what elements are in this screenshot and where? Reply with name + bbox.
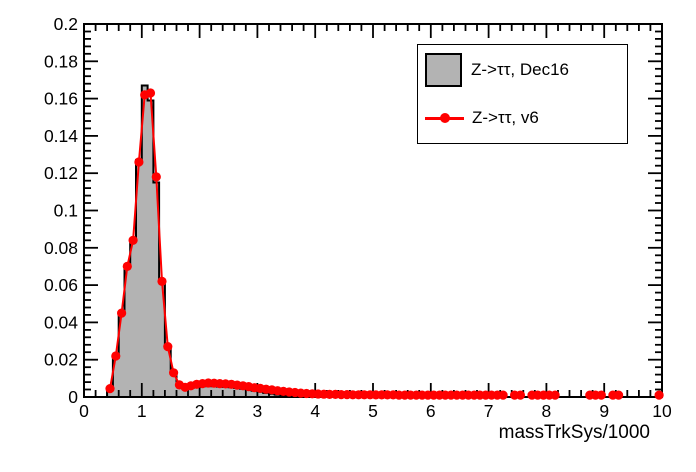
data-point [128, 235, 138, 245]
y-tick-label: 0.12 [44, 163, 78, 183]
tick-labels: 0 1 2 3 4 5 6 7 8 9 10 0 0.02 0.04 0.06 0.08 0.1 0.12 0.14… [44, 14, 672, 421]
data-point [654, 390, 664, 400]
y-tick-label: 0.2 [54, 14, 78, 34]
red-graph-series [105, 88, 664, 400]
x-tick-label: 4 [310, 401, 320, 421]
gray-histogram-series [106, 84, 317, 398]
data-point [169, 368, 179, 378]
legend-box: Z->ττ, Dec16 Z->ττ, v6 [417, 44, 628, 144]
data-point [145, 88, 156, 98]
y-tick-label: 0.16 [44, 89, 78, 109]
data-point [111, 351, 121, 361]
data-point [151, 172, 161, 182]
y-tick-label: 0.18 [44, 51, 78, 71]
x-tick-label: 6 [426, 401, 436, 421]
y-tick-label: 0.14 [44, 126, 78, 146]
y-tick-label: 0.04 [44, 312, 78, 332]
legend-item-v6: Z->ττ, v6 [425, 103, 539, 133]
data-point [134, 157, 144, 167]
x-tick-label: 7 [484, 401, 494, 421]
x-tick-label: 9 [599, 401, 609, 421]
data-point [550, 390, 560, 400]
red-dot-icon [439, 113, 450, 123]
x-tick-label: 1 [137, 401, 147, 421]
red-marker-swatch [425, 113, 464, 124]
y-tick-label: 0.08 [44, 238, 78, 258]
x-tick-label: 3 [253, 401, 263, 421]
gray-hist-swatch [425, 52, 462, 87]
data-point [596, 390, 606, 400]
y-tick-label: 0.02 [44, 350, 78, 370]
data-point [122, 261, 132, 271]
data-point [157, 276, 167, 286]
data-point [105, 384, 115, 394]
x-tick-label: 5 [368, 401, 378, 421]
x-tick-label: 2 [195, 401, 205, 421]
legend-label-v6: Z->ττ, v6 [472, 108, 539, 127]
x-tick-label: 10 [652, 401, 672, 421]
legend-label-dec16: Z->ττ, Dec16 [471, 59, 569, 79]
data-point [614, 390, 624, 400]
y-tick-label: 0.06 [44, 275, 78, 295]
data-point [515, 390, 526, 400]
legend-item-dec16: Z->ττ, Dec16 [425, 52, 569, 87]
x-axis-title: massTrkSys/1000 [498, 422, 650, 443]
y-tick-label: 0 [68, 387, 78, 407]
data-point [163, 342, 173, 352]
y-tick-label: 0.1 [54, 201, 78, 221]
data-point [117, 308, 127, 318]
data-point [498, 390, 508, 400]
x-tick-label: 8 [542, 401, 552, 421]
x-tick-label: 0 [79, 401, 89, 421]
